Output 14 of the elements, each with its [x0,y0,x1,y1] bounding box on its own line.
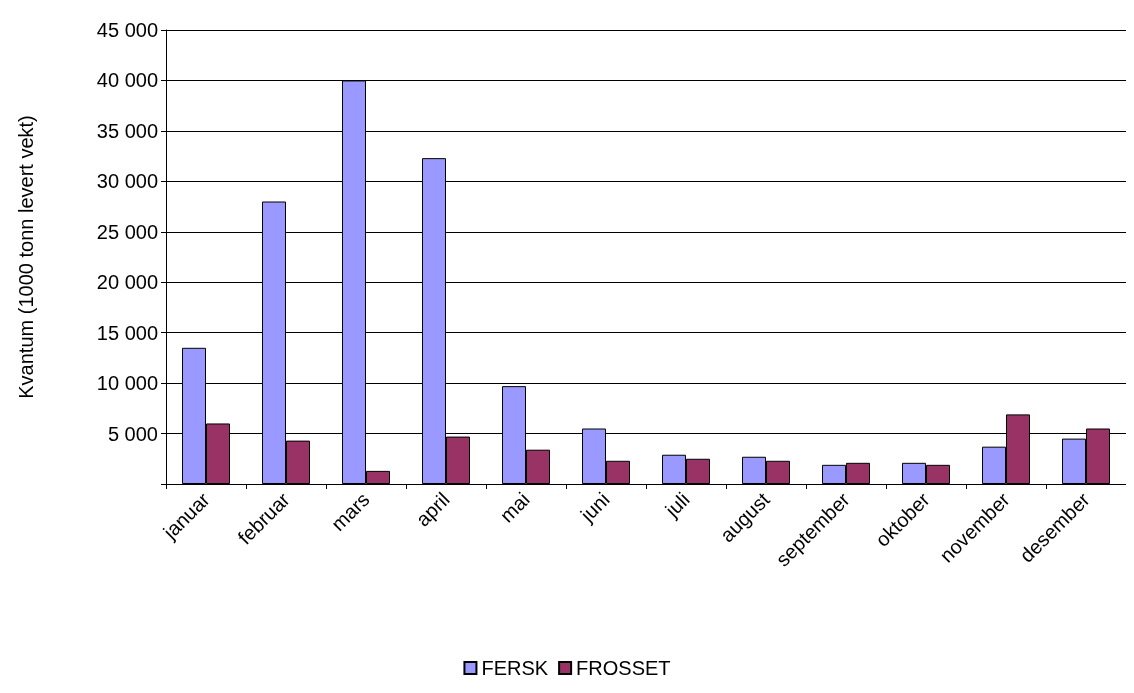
y-tick-label: 20 000 [96,271,158,294]
x-tick-label: juli [660,488,694,522]
y-tick-label: 40 000 [96,69,158,92]
y-tick-label: 10 000 [96,372,158,395]
y-axis-title: Kvantum (1000 tonn levert vekt) [15,115,37,399]
y-tick-label: 30 000 [96,170,158,193]
x-tick-label: mai [495,488,534,527]
y-tick-label: 15 000 [96,321,158,344]
y-tick-label: 45 000 [96,19,158,41]
y-tick-label: 35 000 [96,119,158,142]
legend-label: FERSK [481,657,549,679]
y-tick-label: 25 000 [96,220,158,243]
legend-label: FROSSET [576,657,671,679]
y-tick-label: 5 000 [107,422,158,445]
